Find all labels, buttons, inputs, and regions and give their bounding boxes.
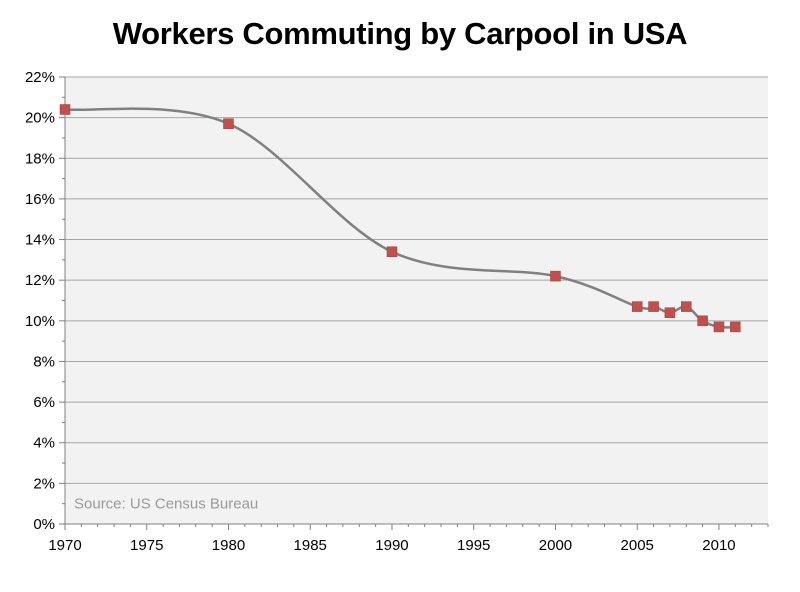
x-tick-label: 1980: [212, 537, 245, 554]
y-tick-label: 20%: [25, 110, 55, 127]
plot-background: [65, 77, 768, 524]
data-point-marker: [386, 246, 398, 257]
y-tick-label: 10%: [25, 313, 55, 330]
source-note: Source: US Census Bureau: [74, 496, 258, 513]
axes: [59, 76, 769, 530]
y-tick-label: 0%: [33, 516, 55, 533]
data-point-marker: [550, 270, 561, 282]
data-point-marker: [681, 301, 692, 312]
x-tick-label: 1975: [130, 537, 163, 554]
gridlines: [65, 76, 768, 484]
data-point-marker: [713, 321, 725, 333]
y-tick-label: 12%: [25, 272, 55, 289]
data-point-marker: [730, 321, 741, 333]
data-point-marker: [664, 307, 676, 318]
x-tick-label: 1990: [375, 537, 408, 554]
data-point-marker: [223, 118, 234, 129]
y-tick-label: 14%: [25, 232, 55, 249]
series: [59, 104, 741, 333]
x-tick-label: 2005: [621, 537, 654, 554]
y-tick-label: 4%: [33, 435, 55, 452]
data-point-marker: [631, 301, 643, 312]
y-tick-label: 6%: [33, 394, 55, 411]
x-tick-label: 1970: [48, 537, 81, 554]
data-point-marker: [648, 301, 659, 312]
y-tick-label: 18%: [25, 150, 55, 167]
chart-title: Workers Commuting by Carpool in USA: [112, 16, 688, 51]
tick-labels: 0% 2% 4% 6% 8% 10% 12% 14% 16% 18% 20% 22% 1970 1975 1…: [25, 69, 736, 554]
x-tick-label: 1985: [294, 537, 327, 554]
y-tick-label: 16%: [25, 191, 55, 208]
x-tick-label: 2010: [702, 537, 735, 554]
y-tick-label: 22%: [25, 69, 55, 86]
y-tick-label: 2%: [33, 475, 55, 492]
data-point-marker: [59, 104, 71, 115]
data-point-marker: [697, 315, 708, 327]
x-tick-label: 1995: [457, 537, 490, 554]
x-tick-label: 2000: [539, 537, 572, 554]
y-tick-label: 8%: [33, 353, 55, 370]
